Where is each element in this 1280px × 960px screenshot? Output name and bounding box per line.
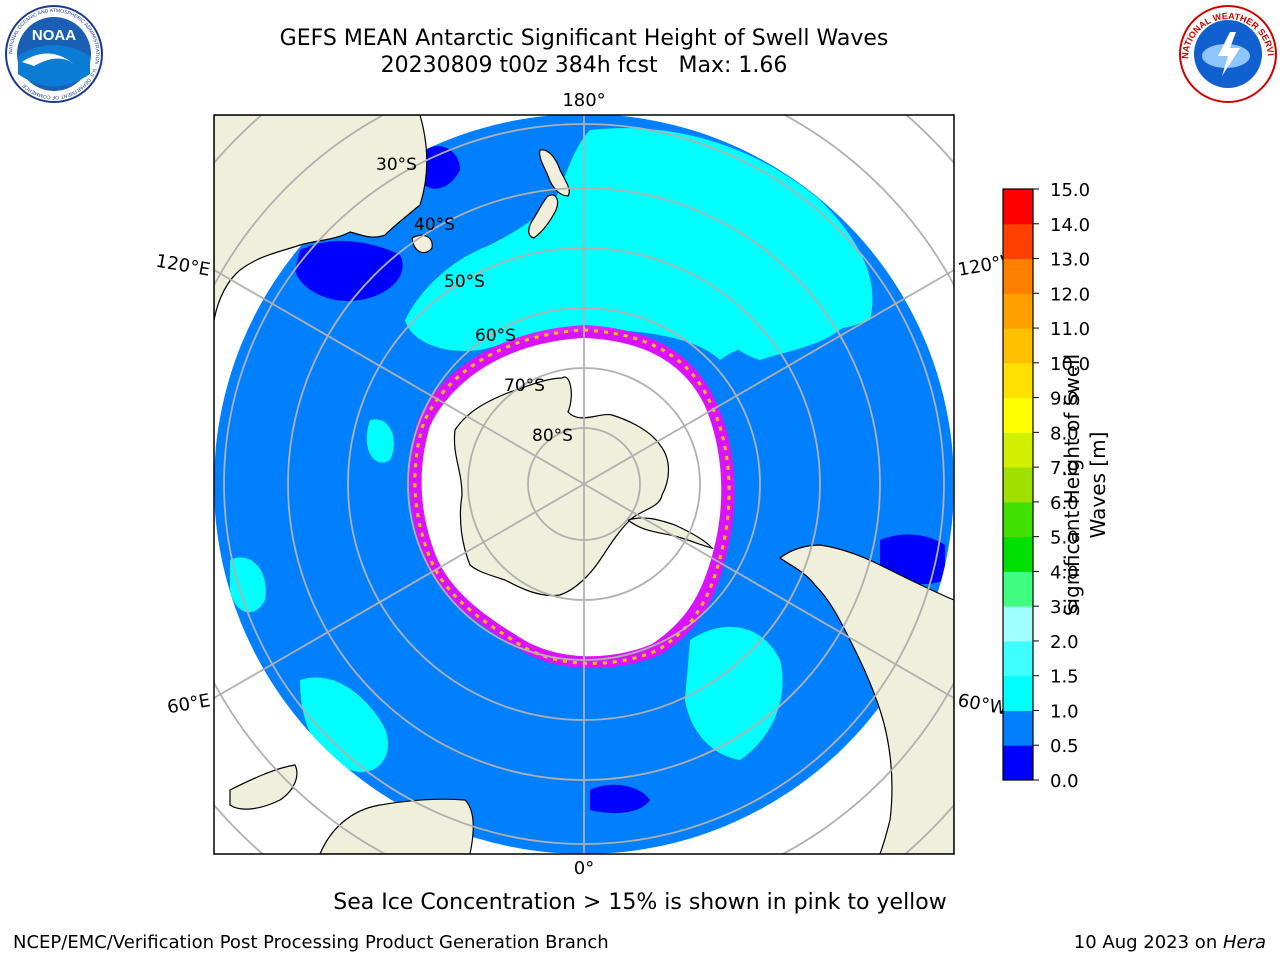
colorbar-tick-label: 14.0	[1050, 215, 1090, 236]
noaa-wordmark: NOAA	[32, 27, 76, 44]
lat-label-60s: 60°S	[475, 326, 516, 346]
colorbar-swatch	[1003, 710, 1033, 746]
lat-label-70s: 70°S	[504, 376, 545, 396]
footer-credit: NCEP/EMC/Verification Post Processing Pr…	[13, 932, 609, 953]
low-swell-australia	[295, 240, 403, 301]
colorbar-swatch	[1003, 745, 1033, 781]
sea-ice-note: Sea Ice Concentration > 15% is shown in …	[333, 890, 947, 915]
colorbar-tick-label: 0.5	[1050, 736, 1079, 757]
colorbar-tick-label: 10.0	[1050, 354, 1090, 375]
colorbar-swatch	[1003, 362, 1033, 399]
antarctica-land	[453, 376, 670, 597]
colorbar-tick-label: 1.0	[1050, 701, 1079, 722]
new-zealand-north	[539, 149, 570, 197]
colorbar-swatch	[1003, 675, 1033, 711]
chart-title: GEFS MEAN Antarctic Significant Height o…	[279, 26, 889, 51]
colorbar-tick-label: 6.0	[1050, 493, 1079, 514]
graticule	[214, 115, 954, 854]
lat-label-80s: 80°S	[532, 426, 573, 446]
colorbar-swatch	[1003, 501, 1033, 538]
colorbar-swatch	[1003, 328, 1033, 364]
colorbar-tick-label: 15.0	[1050, 180, 1090, 201]
colorbar-tick-label: 0.0	[1050, 771, 1079, 792]
colorbar-tick-label: 4.0	[1050, 562, 1079, 583]
swell-region-west	[366, 419, 394, 463]
colorbar-tick-label: 5.0	[1050, 528, 1079, 549]
swell-region-atlantic	[685, 626, 783, 760]
footer-machine: Hera	[1222, 932, 1266, 953]
low-swell-tasman	[420, 146, 460, 189]
colorbar-tick-label: 1.5	[1050, 667, 1079, 688]
noaa-logo: NOAA NATIONAL OCEANIC AND ATMOSPHERIC AD…	[5, 5, 103, 103]
colorbar-swatch	[1003, 432, 1033, 468]
footer-date: 10 Aug 2023 on Hera	[1074, 932, 1266, 953]
chart-subtitle: 20230809 t00z 384h fcst Max: 1.66	[380, 53, 788, 78]
lon-label-60w: 60°W	[956, 690, 1009, 719]
colorbar-tick-label: 12.0	[1050, 284, 1090, 305]
colorbar-swatch	[1003, 467, 1033, 503]
australia-land	[214, 115, 428, 321]
colorbar-frame	[1002, 188, 1034, 781]
south-america-land	[778, 544, 954, 854]
lon-label-0: 0°	[574, 858, 594, 879]
low-swell-atlantic	[590, 784, 650, 813]
colorbar-tick-label: 2.0	[1050, 632, 1079, 653]
colorbar-swatch	[1003, 397, 1033, 433]
lon-label-60e: 60°E	[166, 690, 212, 718]
new-zealand-south	[528, 194, 559, 239]
swell-region-south	[230, 557, 266, 613]
colorbar-swatch	[1003, 536, 1033, 572]
colorbar-tick-label: 11.0	[1050, 319, 1090, 340]
footer-date-text: 10 Aug 2023 on	[1073, 932, 1223, 953]
colorbar-tick-label: 7.0	[1050, 458, 1079, 479]
swell-region-east	[700, 277, 850, 360]
lat-label-30s: 30°S	[376, 155, 417, 175]
colorbar-swatch	[1003, 258, 1033, 294]
colorbar: 0.0 0.5 1.0 1.5 2.0 3.0 4.0 5.0 6.0 7.0 8.0 9.0 10.0…	[1002, 180, 1090, 792]
colorbar-swatch	[1003, 293, 1033, 329]
nws-logo: NATIONAL WEATHER SERVICE	[1178, 4, 1277, 103]
low-swell-southamerica	[880, 534, 945, 585]
lat-label-50s: 50°S	[444, 272, 485, 292]
madagascar-land	[229, 764, 298, 810]
lon-label-180: 180°	[562, 90, 605, 111]
africa-land	[319, 798, 474, 854]
lon-label-120e: 120°E	[154, 251, 212, 281]
colorbar-swatch	[1003, 640, 1033, 677]
colorbar-tick-label: 8.0	[1050, 423, 1079, 444]
colorbar-swatch	[1003, 571, 1033, 607]
colorbar-swatch	[1003, 606, 1033, 642]
lat-label-40s: 40°S	[414, 215, 455, 235]
colorbar-label: Significant Height of Swell Waves [m]	[1060, 353, 1110, 617]
colorbar-swatch	[1003, 189, 1033, 225]
colorbar-swatch	[1003, 223, 1033, 260]
map-frame	[213, 114, 955, 855]
colorbar-tick-label: 3.0	[1050, 597, 1079, 618]
colorbar-tick-label: 13.0	[1050, 250, 1090, 271]
colorbar-tick-label: 9.0	[1050, 389, 1079, 410]
